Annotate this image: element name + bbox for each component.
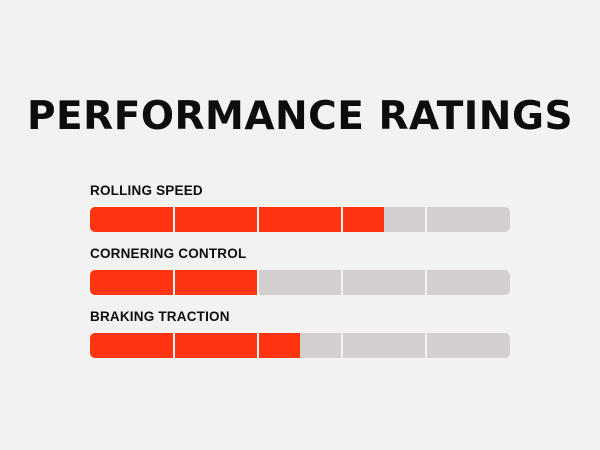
rating-label: CORNERING CONTROL (90, 246, 247, 261)
bar-segment-divider (341, 333, 343, 358)
page-title: PERFORMANCE RATINGS (26, 94, 574, 139)
bar-segment-divider (257, 270, 259, 295)
rating-item: CORNERING CONTROL (90, 246, 510, 295)
bar-segment-divider (341, 207, 343, 232)
rating-item: BRAKING TRACTION (90, 309, 510, 358)
bar-segment-divider (425, 270, 427, 295)
rating-item: ROLLING SPEED (90, 183, 510, 232)
bar-segment-divider (257, 207, 259, 232)
rating-bar-fill (90, 207, 384, 232)
ratings-list: ROLLING SPEED CORNERING CONTROL BRAKING … (90, 183, 510, 372)
rating-label: BRAKING TRACTION (90, 309, 230, 324)
bar-segment-divider (341, 270, 343, 295)
bar-segment-divider (425, 207, 427, 232)
rating-bar (90, 333, 510, 358)
rating-bar (90, 270, 510, 295)
rating-bar-fill (90, 333, 300, 358)
rating-label: ROLLING SPEED (90, 183, 203, 198)
bar-segment-divider (425, 333, 427, 358)
bar-segment-divider (257, 333, 259, 358)
rating-bar (90, 207, 510, 232)
bar-segment-divider (173, 333, 175, 358)
bar-segment-divider (173, 270, 175, 295)
bar-segment-divider (173, 207, 175, 232)
